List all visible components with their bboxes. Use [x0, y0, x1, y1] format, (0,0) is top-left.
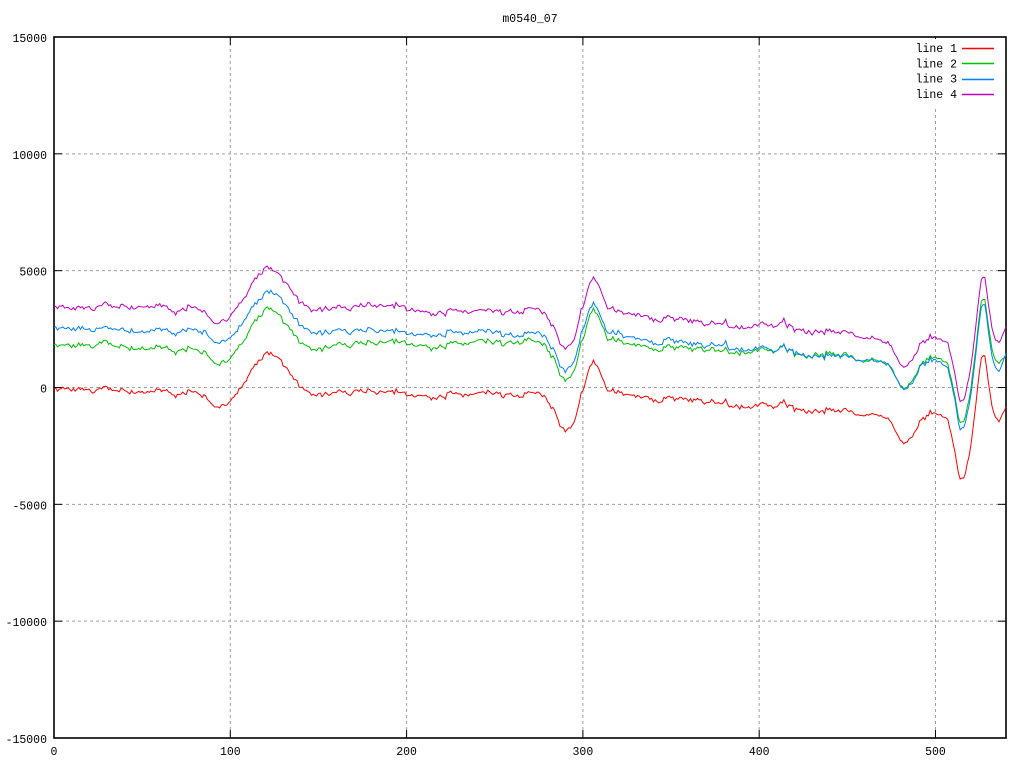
- svg-text:100: 100: [220, 746, 241, 759]
- svg-text:400: 400: [749, 746, 770, 759]
- svg-text:5000: 5000: [19, 267, 47, 280]
- svg-text:line 1: line 1: [916, 43, 958, 56]
- svg-text:line 3: line 3: [916, 74, 958, 87]
- svg-text:-10000: -10000: [6, 617, 48, 630]
- svg-text:15000: 15000: [12, 33, 47, 46]
- svg-text:line 2: line 2: [916, 58, 958, 71]
- svg-text:200: 200: [396, 746, 417, 759]
- svg-text:500: 500: [925, 746, 946, 759]
- svg-text:0: 0: [51, 746, 58, 759]
- svg-text:300: 300: [573, 746, 594, 759]
- svg-text:10000: 10000: [12, 150, 47, 163]
- svg-text:m0540_07: m0540_07: [502, 13, 557, 26]
- svg-text:line 4: line 4: [916, 89, 958, 102]
- svg-text:0: 0: [40, 384, 47, 397]
- svg-text:-5000: -5000: [12, 500, 47, 513]
- svg-text:-15000: -15000: [6, 734, 48, 747]
